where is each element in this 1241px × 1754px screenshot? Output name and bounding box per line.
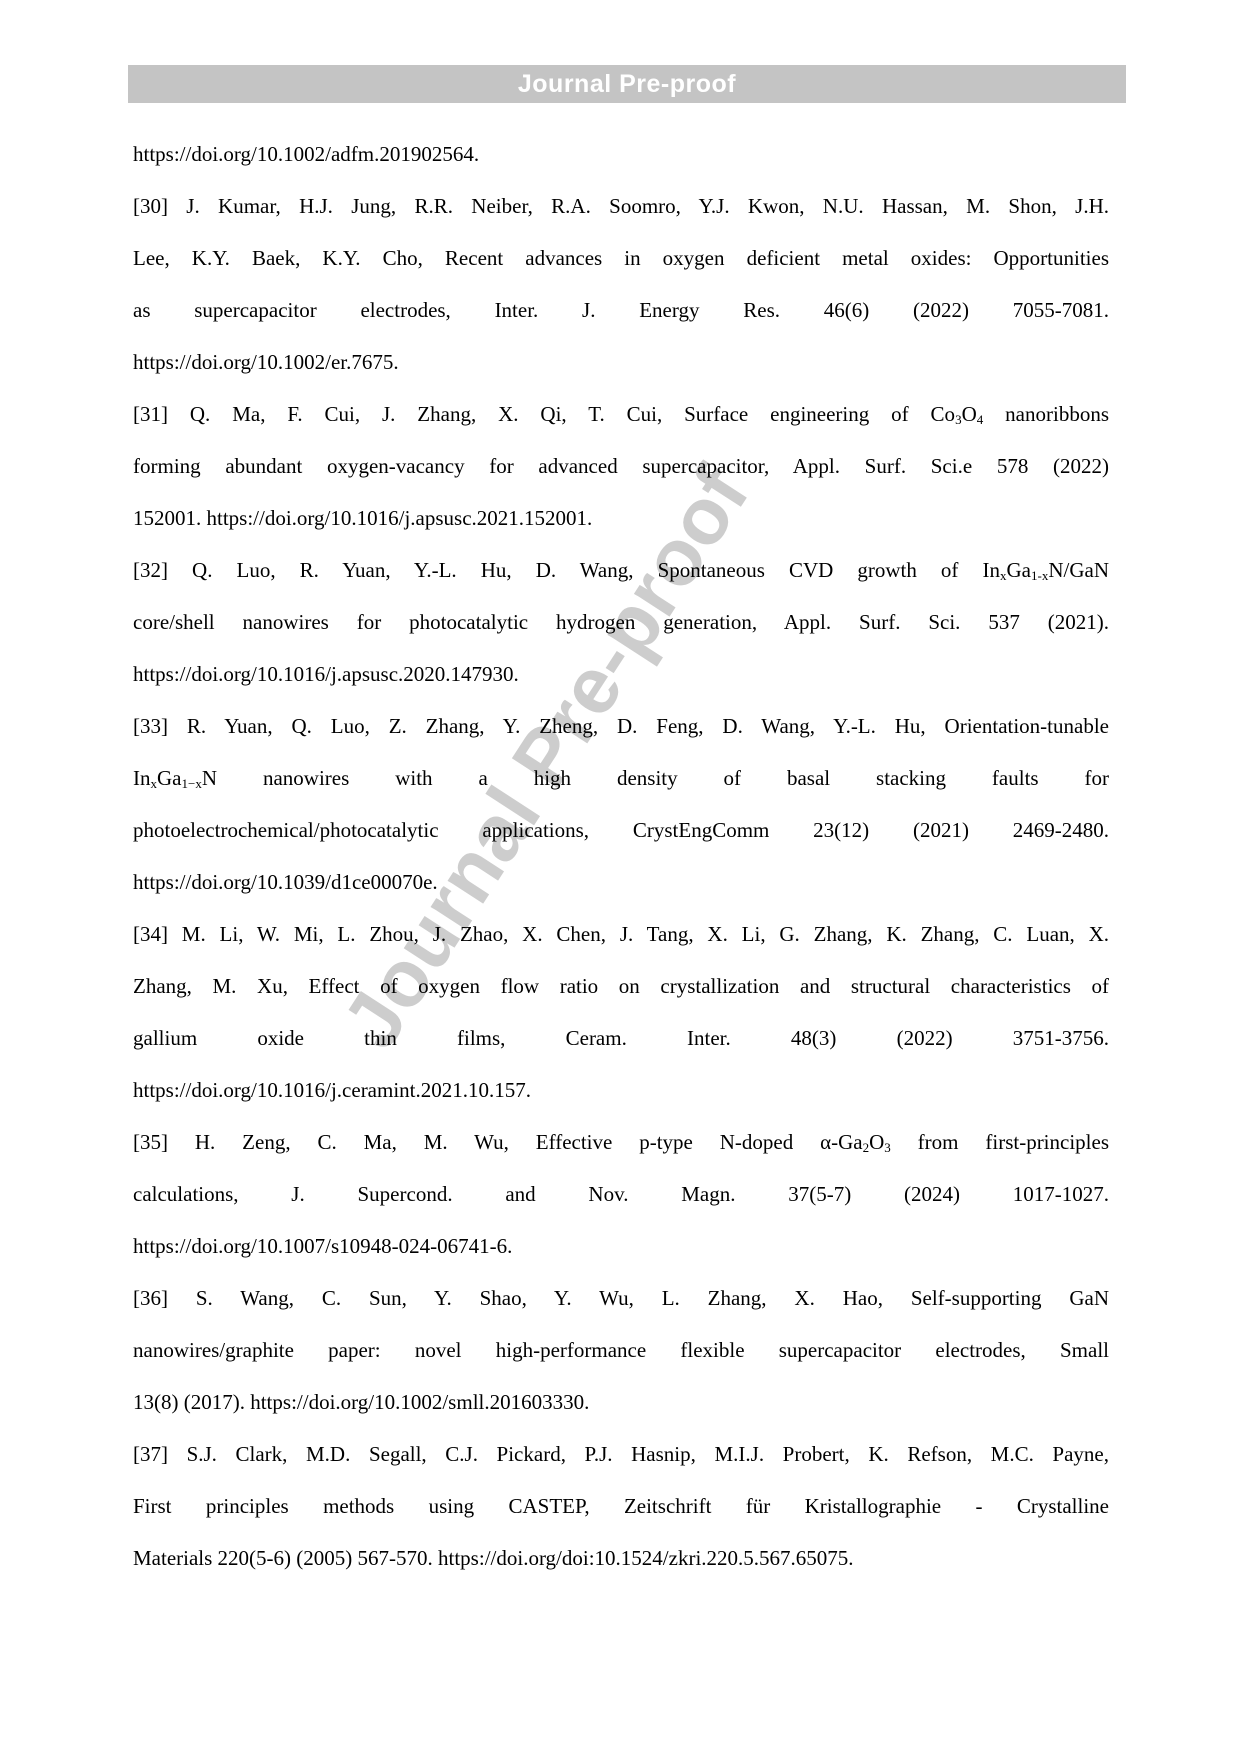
reference-line: https://doi.org/10.1016/j.ceramint.2021.…	[133, 1078, 532, 1102]
reference-line: forming abundant oxygen-vacancy for adva…	[133, 454, 1109, 478]
reference-30: [30] J. Kumar, H.J. Jung, R.R. Neiber, R…	[133, 180, 1109, 388]
references-list: https://doi.org/10.1002/adfm.201902564. […	[133, 128, 1109, 1584]
reference-line: as supercapacitor electrodes, Inter. J. …	[133, 298, 1109, 322]
reference-line: First principles methods using CASTEP, Z…	[133, 1494, 1109, 1518]
reference-33: [33] R. Yuan, Q. Luo, Z. Zhang, Y. Zheng…	[133, 700, 1109, 908]
banner-title: Journal Pre-proof	[517, 69, 737, 98]
reference-continuation: https://doi.org/10.1002/adfm.201902564.	[133, 128, 1109, 180]
reference-line: [34] M. Li, W. Mi, L. Zhou, J. Zhao, X. …	[133, 922, 1109, 946]
reference-line: 13(8) (2017). https://doi.org/10.1002/sm…	[133, 1390, 590, 1414]
reference-line: 152001. https://doi.org/10.1016/j.apsusc…	[133, 506, 593, 530]
reference-line: [30] J. Kumar, H.J. Jung, R.R. Neiber, R…	[133, 194, 1109, 218]
reference-line: https://doi.org/10.1016/j.apsusc.2020.14…	[133, 662, 519, 686]
reference-line: https://doi.org/10.1039/d1ce00070e.	[133, 870, 438, 894]
reference-line: https://doi.org/10.1007/s10948-024-06741…	[133, 1234, 513, 1258]
journal-preproof-banner: Journal Pre-proof	[128, 65, 1126, 103]
reference-line: [35] H. Zeng, C. Ma, M. Wu, Effective p-…	[133, 1130, 1109, 1155]
reference-line: core/shell nanowires for photocatalytic …	[133, 610, 1109, 634]
references-section: https://doi.org/10.1002/adfm.201902564. […	[133, 128, 1109, 1584]
reference-32: [32] Q. Luo, R. Yuan, Y.-L. Hu, D. Wang,…	[133, 544, 1109, 700]
reference-line: [33] R. Yuan, Q. Luo, Z. Zhang, Y. Zheng…	[133, 714, 1109, 738]
reference-line: https://doi.org/10.1002/adfm.201902564.	[133, 142, 480, 166]
reference-34: [34] M. Li, W. Mi, L. Zhou, J. Zhao, X. …	[133, 908, 1109, 1116]
reference-line: [32] Q. Luo, R. Yuan, Y.-L. Hu, D. Wang,…	[133, 558, 1109, 583]
reference-36: [36] S. Wang, C. Sun, Y. Shao, Y. Wu, L.…	[133, 1272, 1109, 1428]
reference-line: Zhang, M. Xu, Effect of oxygen flow rati…	[133, 974, 1109, 998]
reference-line: InxGa1−xN nanowires with a high density …	[133, 766, 1109, 791]
reference-37: [37] S.J. Clark, M.D. Segall, C.J. Picka…	[133, 1428, 1109, 1584]
reference-line: [36] S. Wang, C. Sun, Y. Shao, Y. Wu, L.…	[133, 1286, 1109, 1310]
reference-31: [31] Q. Ma, F. Cui, J. Zhang, X. Qi, T. …	[133, 388, 1109, 544]
reference-35: [35] H. Zeng, C. Ma, M. Wu, Effective p-…	[133, 1116, 1109, 1272]
reference-line: gallium oxide thin films, Ceram. Inter. …	[133, 1026, 1109, 1050]
reference-line: [37] S.J. Clark, M.D. Segall, C.J. Picka…	[133, 1442, 1109, 1466]
reference-line: photoelectrochemical/photocatalytic appl…	[133, 818, 1109, 842]
reference-line: [31] Q. Ma, F. Cui, J. Zhang, X. Qi, T. …	[133, 402, 1109, 427]
reference-line: calculations, J. Supercond. and Nov. Mag…	[133, 1182, 1109, 1206]
reference-line: Lee, K.Y. Baek, K.Y. Cho, Recent advance…	[133, 246, 1109, 270]
reference-line: nanowires/graphite paper: novel high-per…	[133, 1338, 1109, 1362]
reference-line: Materials 220(5-6) (2005) 567-570. https…	[133, 1546, 854, 1570]
reference-line: https://doi.org/10.1002/er.7675.	[133, 350, 399, 374]
